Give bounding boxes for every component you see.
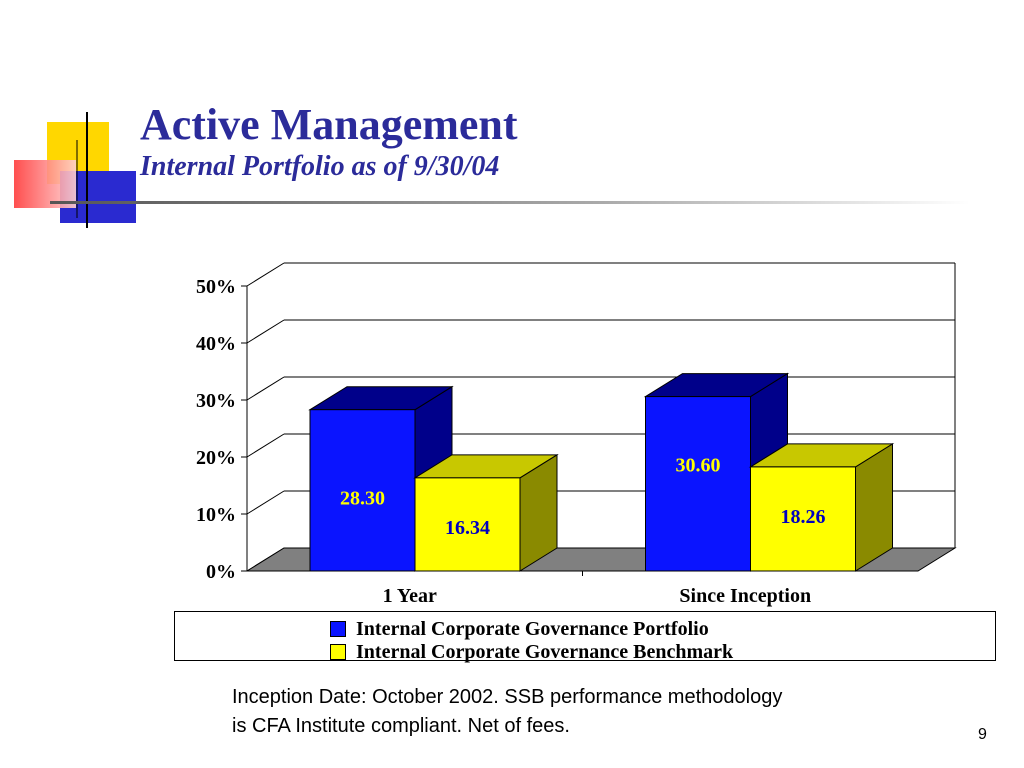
legend-label-benchmark: Internal Corporate Governance Benchmark [356,640,734,663]
y-tick-label: 0% [206,561,236,583]
data-label-benchmark: 16.34 [445,517,490,539]
legend-item-benchmark: Internal Corporate Governance Benchmark [330,641,733,663]
gridline-side [246,262,285,287]
footnote: Inception Date: October 2002. SSB perfor… [232,683,962,741]
bar-benchmark [414,477,521,572]
x-tick-label: Since Inception [679,585,811,607]
y-tick-label: 20% [196,447,236,469]
y-tick-label: 10% [196,504,236,526]
legend-swatch-portfolio [330,621,346,637]
y-tick-label: 50% [196,276,236,298]
footnote-line-1: Inception Date: October 2002. SSB perfor… [232,686,783,708]
data-label-portfolio: 30.60 [676,455,721,477]
bar-portfolio [645,396,751,572]
title-underline [50,201,970,204]
chart-legend: Internal Corporate Governance Portfolio … [174,611,996,663]
footnote-line-2: is CFA Institute compliant. Net of fees. [232,715,570,737]
data-label-benchmark: 18.26 [781,506,826,528]
page-title: Active Management [140,100,518,149]
gridline-side [246,376,285,401]
legend-label-portfolio: Internal Corporate Governance Portfolio [356,617,709,640]
data-label-portfolio: 28.30 [340,488,385,510]
gridline-side [246,433,285,458]
title-block: Active Management Internal Portfolio as … [140,100,518,184]
page-subtitle: Internal Portfolio as of 9/30/04 [140,151,500,182]
gridline-side [246,490,285,515]
bar-benchmark [750,466,856,572]
legend-item-portfolio: Internal Corporate Governance Portfolio [330,618,709,640]
y-tick-label: 30% [196,390,236,412]
bar-portfolio [309,409,416,572]
gridline-side [246,319,285,344]
page-number: 9 [978,726,987,743]
x-tick-label: 1 Year [383,585,437,607]
legend-swatch-benchmark [330,644,346,660]
y-tick-label: 40% [196,333,236,355]
